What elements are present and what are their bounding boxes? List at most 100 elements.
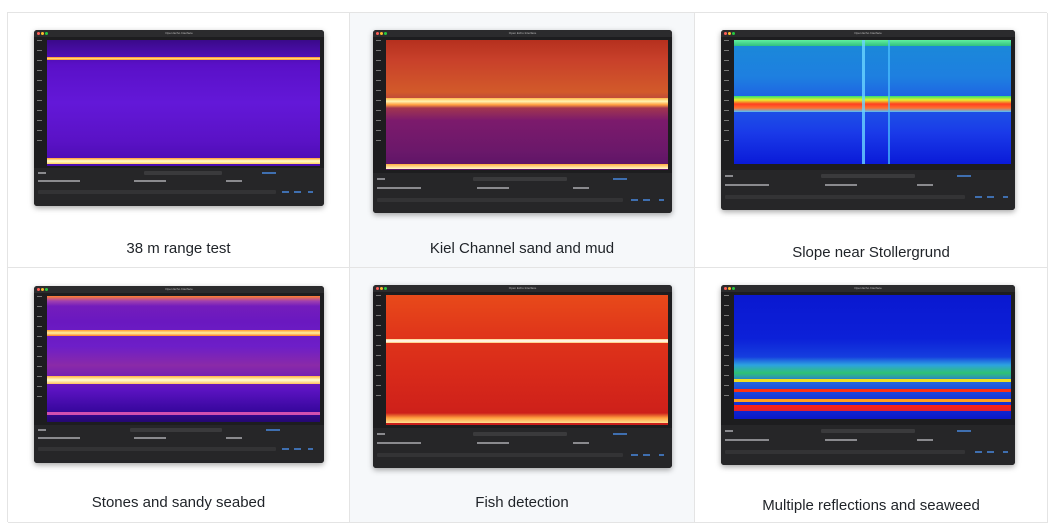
port-select[interactable]: [130, 428, 222, 432]
depth-axis: [37, 40, 46, 150]
second-echo-line: [47, 412, 320, 415]
port-select[interactable]: [821, 429, 915, 433]
connect-button[interactable]: [262, 172, 276, 174]
slope-echo: [734, 96, 1011, 112]
connect-button[interactable]: [957, 430, 971, 432]
settings-button[interactable]: [987, 196, 994, 198]
gallery-cell-range-test: Open Echo Interface 38 m range test: [8, 13, 350, 268]
send-button[interactable]: [282, 448, 289, 450]
minimize-icon: [380, 32, 383, 35]
bottom-edge-echo: [386, 164, 668, 169]
control-panel: [34, 425, 324, 463]
exit-button[interactable]: [659, 199, 664, 201]
gallery-cell-multiple-reflections: Open Echo Interface: [695, 268, 1048, 523]
window-titlebar: Open Echo Interface: [721, 30, 1015, 37]
command-input[interactable]: [38, 447, 276, 451]
port-select[interactable]: [473, 177, 567, 181]
depth-axis: [724, 40, 733, 150]
send-button[interactable]: [975, 196, 982, 198]
connect-button[interactable]: [613, 178, 627, 180]
maximize-icon: [732, 32, 735, 35]
send-button[interactable]: [631, 454, 638, 456]
settings-button[interactable]: [294, 191, 301, 193]
settings-button[interactable]: [294, 448, 301, 450]
settings-button[interactable]: [643, 199, 650, 201]
echogram-plot: [47, 296, 320, 422]
connect-button[interactable]: [266, 429, 280, 431]
exit-button[interactable]: [308, 191, 313, 193]
control-panel: [721, 425, 1015, 465]
close-icon: [724, 32, 727, 35]
maximize-icon: [384, 32, 387, 35]
window-title: Open Echo Interface: [854, 286, 882, 290]
maximize-icon: [45, 32, 48, 35]
exit-button[interactable]: [659, 454, 664, 456]
depth-axis: [376, 40, 385, 150]
send-button[interactable]: [631, 199, 638, 201]
gallery-caption: Fish detection: [475, 494, 569, 511]
maximize-icon: [732, 287, 735, 290]
window-title: Open Echo Interface: [508, 31, 537, 35]
settings-button[interactable]: [643, 454, 650, 456]
command-input[interactable]: [377, 453, 623, 457]
settings-button[interactable]: [987, 451, 994, 453]
depth-axis: [376, 295, 385, 405]
command-input[interactable]: [38, 190, 276, 194]
seabed-echo: [386, 339, 668, 343]
control-panel: [34, 168, 324, 206]
echogram-plot: [47, 40, 320, 166]
echogram-plot: [386, 40, 668, 170]
port-select[interactable]: [144, 171, 222, 175]
command-input[interactable]: [725, 450, 965, 454]
first-echo-line: [47, 330, 320, 336]
screenshot-gallery-table: Open Echo Interface 38 m range test: [7, 12, 1048, 523]
echo-screenshot[interactable]: Open Echo Interface: [34, 30, 324, 206]
depth-axis: [37, 296, 46, 406]
echogram-plot: [386, 295, 668, 425]
close-icon: [724, 287, 727, 290]
window-title: Open Echo Interface: [165, 31, 193, 35]
exit-button[interactable]: [1003, 451, 1008, 453]
echo-screenshot[interactable]: Open Echo Interface: [373, 285, 672, 468]
seabed-echo: [734, 405, 1011, 411]
port-select[interactable]: [473, 432, 567, 436]
exit-button[interactable]: [1003, 196, 1008, 198]
connect-button[interactable]: [613, 433, 627, 435]
gallery-caption: 38 m range test: [126, 240, 231, 257]
close-icon: [376, 32, 379, 35]
maximize-icon: [384, 287, 387, 290]
send-button[interactable]: [975, 451, 982, 453]
window-titlebar: Open Echo Interface: [34, 30, 324, 37]
gallery-cell-stollergrund: Open Echo Interface Slo: [695, 13, 1048, 268]
minimize-icon: [380, 287, 383, 290]
window-titlebar: Open Echo Interface: [721, 285, 1015, 292]
echogram-plot: [734, 40, 1011, 164]
seabed-echo: [47, 376, 320, 384]
seabed-echo: [386, 98, 668, 108]
vertical-artifact: [862, 40, 865, 164]
vertical-artifact: [888, 40, 890, 164]
reflection-line: [734, 389, 1011, 392]
vegetation-echo: [734, 357, 1011, 381]
minimize-icon: [728, 287, 731, 290]
window-title: Open Echo Interface: [854, 31, 882, 35]
command-input[interactable]: [725, 195, 965, 199]
exit-button[interactable]: [308, 448, 313, 450]
echo-screenshot[interactable]: Open Echo Interface: [721, 285, 1015, 465]
echo-screenshot[interactable]: Open Echo Interface: [373, 30, 672, 213]
send-button[interactable]: [282, 191, 289, 193]
port-select[interactable]: [821, 174, 915, 178]
echo-screenshot[interactable]: Open Echo Interface: [34, 286, 324, 463]
maximize-icon: [45, 288, 48, 291]
close-icon: [376, 287, 379, 290]
minimize-icon: [728, 32, 731, 35]
connect-button[interactable]: [957, 175, 971, 177]
bottom-edge-echo: [386, 413, 668, 423]
gallery-caption: Slope near Stollergrund: [792, 244, 950, 261]
control-panel: [721, 170, 1015, 210]
command-input[interactable]: [377, 198, 623, 202]
gallery-cell-stones: Open Echo Interface Sto: [8, 268, 350, 523]
window-title: Open Echo Interface: [165, 287, 193, 291]
control-panel: [373, 173, 672, 213]
echo-screenshot[interactable]: Open Echo Interface: [721, 30, 1015, 210]
